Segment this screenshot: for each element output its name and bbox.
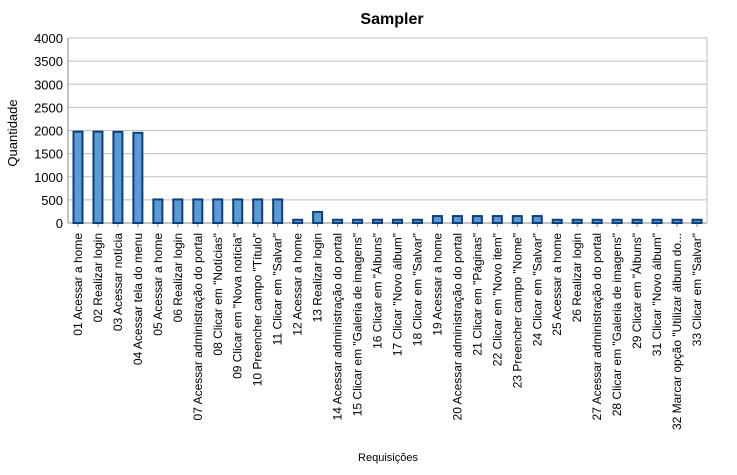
chart-title: Sampler <box>360 11 423 28</box>
bar-18 <box>411 218 423 224</box>
bar-12 <box>292 218 304 224</box>
x-category-label: 22 Clicar em "Novo item" <box>490 233 504 366</box>
bar-8 <box>212 198 224 225</box>
x-category-label: 26 Realizar login <box>570 233 584 322</box>
x-axis-title: Requisições <box>358 452 418 464</box>
x-category-label: 20 Acessar administração do portal <box>450 233 464 420</box>
x-category-label: 21 Clicar em "Páginas" <box>470 233 484 356</box>
bar-23 <box>511 215 523 224</box>
x-category-label: 14 Acessar administração do portal <box>331 233 345 420</box>
x-category-label: 31 Clicar "Novo álbum" <box>650 233 664 356</box>
x-category-label: 19 Acessar a home <box>430 233 444 336</box>
y-tick-label: 0 <box>56 216 63 231</box>
bar-25 <box>551 218 563 224</box>
x-category-label: 17 Clicar "Novo álbum" <box>390 233 404 356</box>
x-category-label: 12 Acessar a home <box>291 233 305 336</box>
bar-20 <box>451 215 463 224</box>
bar-14 <box>332 218 344 224</box>
x-category-label: 04 Acessar tela do menu <box>131 233 145 365</box>
x-category-label: 23 Preencher campo "Nome" <box>510 233 524 388</box>
x-category-label: 29 Clicar em "Álbuns" <box>629 233 644 349</box>
x-category-label: 07 Acessar administração do portal <box>191 233 205 420</box>
y-tick-label: 3000 <box>34 77 63 92</box>
y-tick-label: 1500 <box>34 147 63 162</box>
x-category-label: 05 Acessar a home <box>151 233 165 336</box>
x-category-label: 06 Realizar login <box>171 233 185 322</box>
bar-30 <box>651 218 663 224</box>
bar-22 <box>491 215 503 224</box>
x-category-label: 13 Realizar login <box>311 233 325 322</box>
bar-24 <box>531 215 543 224</box>
x-category-label: 08 Clicar em "Notícias" <box>211 233 225 356</box>
bar-2 <box>92 130 104 224</box>
bar-31 <box>671 218 683 224</box>
bar-19 <box>431 215 443 224</box>
x-category-label: 32 Marcar opção "Utilizar álbum do... <box>670 233 684 430</box>
bar-7 <box>192 198 204 225</box>
bar-28 <box>611 218 623 224</box>
bar-13 <box>312 210 324 224</box>
x-category-label: 15 Clicar em "Galeria de imagens" <box>351 233 365 416</box>
x-category-label: 09 Clicar em "Nova notícia" <box>231 233 245 379</box>
gridlines <box>68 37 707 224</box>
bar-6 <box>172 198 184 225</box>
x-category-label: 01 Acessar a home <box>71 233 85 336</box>
x-category-label: 28 Clicar em "Galeria de imagens" <box>610 233 624 416</box>
x-category-label: 11 Clicar em "Salvar" <box>271 233 285 345</box>
y-tick-label: 2500 <box>34 100 63 115</box>
bar-32 <box>691 218 703 224</box>
x-category-label: 10 Preencher campo "Título" <box>251 233 265 386</box>
bar-10 <box>252 198 264 225</box>
y-tick-label: 4000 <box>34 31 63 46</box>
bar-11 <box>272 198 284 225</box>
x-category-label: 18 Clicar em "Salvar" <box>410 233 424 346</box>
bar-26 <box>571 218 583 224</box>
axes <box>67 38 708 227</box>
x-category-labels: 01 Acessar a home 02 Realizar login 03 Ace… <box>71 233 704 430</box>
x-category-label: 27 Acessar administração do portal <box>590 233 604 420</box>
x-category-label: 33 Clicar em "Salvar" <box>690 233 704 346</box>
bar-29 <box>631 218 643 224</box>
y-tick-label: 2000 <box>34 124 63 139</box>
bar-21 <box>471 215 483 224</box>
bar-16 <box>372 218 384 224</box>
bar-1 <box>72 130 84 224</box>
x-category-label: 25 Acessar a home <box>550 233 564 336</box>
bar-15 <box>352 218 364 224</box>
y-tick-label: 500 <box>41 193 63 208</box>
bar-9 <box>232 198 244 225</box>
bar-series <box>72 130 703 225</box>
bar-27 <box>591 218 603 224</box>
y-tick-labels: 0 500 1000 1500 2000 2500 3000 3500 4000 <box>34 31 63 231</box>
x-category-label: 03 Acessar notícia <box>111 233 125 331</box>
bar-3 <box>112 130 124 224</box>
x-category-label: 24 Clicar em "Salvar" <box>530 233 544 346</box>
y-tick-label: 1000 <box>34 170 63 185</box>
y-tick-label: 3500 <box>34 54 63 69</box>
bar-5 <box>152 198 164 225</box>
y-axis-title: Quantidade <box>5 99 20 166</box>
x-category-label: 02 Realizar login <box>91 233 105 322</box>
bar-4 <box>132 131 144 224</box>
bar-17 <box>391 218 403 224</box>
x-category-label: 16 Clicar em "Álbuns" <box>370 233 385 349</box>
